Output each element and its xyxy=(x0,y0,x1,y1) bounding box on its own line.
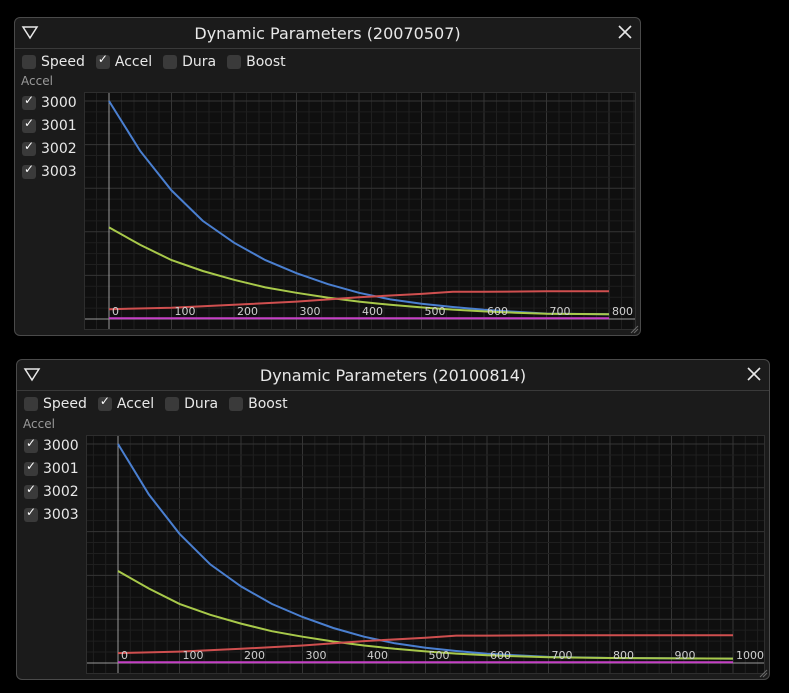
series-label: 3003 xyxy=(41,163,77,180)
x-tick-label: 200 xyxy=(237,305,258,318)
series-line-3 xyxy=(108,290,609,311)
series-label: 3002 xyxy=(41,140,77,157)
x-tick-label: 500 xyxy=(429,649,450,662)
window-titlebar[interactable]: Dynamic Parameters (20070507) xyxy=(15,18,640,49)
series-toggle-3001[interactable]: 3001 xyxy=(22,114,77,137)
accel-label: Accel xyxy=(116,396,155,412)
dynamic-parameters-window-2: Dynamic Parameters (20100814) Speed Acce… xyxy=(16,359,770,680)
series-toggle-3003[interactable]: 3003 xyxy=(24,503,79,526)
series-checkbox[interactable] xyxy=(22,162,36,179)
series-label: 3000 xyxy=(43,437,79,454)
section-label: Accel xyxy=(23,417,55,431)
grid xyxy=(87,436,764,673)
collapse-triangle-icon[interactable] xyxy=(23,365,41,383)
dura-toggle[interactable]: Dura xyxy=(163,54,216,70)
accel-plot[interactable]: 0 100 200 300 400 500 600 700 800 xyxy=(84,92,636,330)
window-title: Dynamic Parameters (20070507) xyxy=(194,23,461,43)
series-label: 3001 xyxy=(43,460,79,477)
series-line-3 xyxy=(117,634,733,655)
series-toggle-list: 3000 3001 3002 3003 xyxy=(24,434,79,526)
dura-label: Dura xyxy=(184,396,219,412)
accel-plot[interactable]: 0 100 200 300 400 500 600 700 800 900 1000 xyxy=(86,435,765,674)
dura-checkbox[interactable] xyxy=(165,397,180,411)
series-label: 3001 xyxy=(41,117,77,134)
series-toggle-3003[interactable]: 3003 xyxy=(22,160,77,183)
x-tick-label: 100 xyxy=(183,649,204,662)
series-line-1 xyxy=(108,100,610,316)
speed-label: Speed xyxy=(43,396,87,412)
series-checkbox[interactable] xyxy=(24,482,38,499)
x-tick-label: 800 xyxy=(613,649,634,662)
speed-toggle[interactable]: Speed xyxy=(22,54,85,70)
boost-label: Boost xyxy=(248,396,288,412)
series-toggle-3002[interactable]: 3002 xyxy=(24,480,79,503)
boost-checkbox[interactable] xyxy=(227,55,242,69)
parameter-toolbar: Speed Accel Dura Boost xyxy=(22,52,297,70)
x-tick-label: 300 xyxy=(306,649,327,662)
accel-checkbox[interactable] xyxy=(97,394,112,411)
x-tick-label: 400 xyxy=(362,305,383,318)
dura-label: Dura xyxy=(182,54,217,70)
series-toggle-3000[interactable]: 3000 xyxy=(24,434,79,457)
x-tick-label: 300 xyxy=(300,305,321,318)
series-checkbox[interactable] xyxy=(24,459,38,476)
dura-checkbox[interactable] xyxy=(163,55,178,69)
speed-label: Speed xyxy=(41,54,85,70)
speed-checkbox[interactable] xyxy=(24,397,38,411)
series-toggle-3001[interactable]: 3001 xyxy=(24,457,79,480)
series-label: 3002 xyxy=(43,483,79,500)
series-line-2 xyxy=(108,226,610,316)
x-tick-label: 100 xyxy=(175,305,196,318)
x-tick-label: 800 xyxy=(612,305,633,318)
series-checkbox[interactable] xyxy=(24,505,38,522)
x-tick-label: 700 xyxy=(550,305,571,318)
series-checkbox[interactable] xyxy=(24,436,38,453)
resize-grip-icon[interactable] xyxy=(629,324,639,334)
accel-plot-svg: 0 100 200 300 400 500 600 700 800 900 1000 xyxy=(87,436,764,673)
dynamic-parameters-window-1: Dynamic Parameters (20070507) Speed Acce… xyxy=(14,17,641,336)
accel-plot-svg: 0 100 200 300 400 500 600 700 800 xyxy=(85,93,635,329)
series-toggle-3000[interactable]: 3000 xyxy=(22,91,77,114)
x-tick-label: 400 xyxy=(367,649,388,662)
series-label: 3003 xyxy=(43,506,79,523)
x-tick-label: 0 xyxy=(112,305,119,318)
close-icon[interactable] xyxy=(616,23,634,41)
x-tick-label: 0 xyxy=(121,649,128,662)
series-label: 3000 xyxy=(41,94,77,111)
series-toggle-list: 3000 3001 3002 3003 xyxy=(22,91,77,183)
series-checkbox[interactable] xyxy=(22,116,36,133)
boost-toggle[interactable]: Boost xyxy=(227,54,286,70)
resize-grip-icon[interactable] xyxy=(758,668,768,678)
boost-label: Boost xyxy=(246,54,286,70)
boost-toggle[interactable]: Boost xyxy=(229,396,288,412)
series-checkbox[interactable] xyxy=(22,139,36,156)
x-tick-label: 500 xyxy=(425,305,446,318)
series-checkbox[interactable] xyxy=(22,93,36,110)
x-tick-label: 200 xyxy=(244,649,265,662)
accel-toggle[interactable]: Accel xyxy=(95,52,153,70)
x-tick-label: 700 xyxy=(552,649,573,662)
x-tick-label: 1000 xyxy=(736,649,764,662)
parameter-toolbar: Speed Accel Dura Boost xyxy=(24,394,299,412)
boost-checkbox[interactable] xyxy=(229,397,244,411)
accel-checkbox[interactable] xyxy=(95,52,110,69)
window-titlebar[interactable]: Dynamic Parameters (20100814) xyxy=(17,360,769,391)
x-tick-label: 900 xyxy=(675,649,696,662)
x-tick-label: 600 xyxy=(490,649,511,662)
dura-toggle[interactable]: Dura xyxy=(165,396,218,412)
close-icon[interactable] xyxy=(745,365,763,383)
series-toggle-3002[interactable]: 3002 xyxy=(22,137,77,160)
section-label: Accel xyxy=(21,74,53,88)
collapse-triangle-icon[interactable] xyxy=(21,23,39,41)
x-tick-label: 600 xyxy=(487,305,508,318)
accel-label: Accel xyxy=(114,54,153,70)
speed-checkbox[interactable] xyxy=(22,55,36,69)
speed-toggle[interactable]: Speed xyxy=(24,396,87,412)
series-line-2 xyxy=(117,570,734,660)
window-title: Dynamic Parameters (20100814) xyxy=(259,365,527,385)
accel-toggle[interactable]: Accel xyxy=(97,394,155,412)
